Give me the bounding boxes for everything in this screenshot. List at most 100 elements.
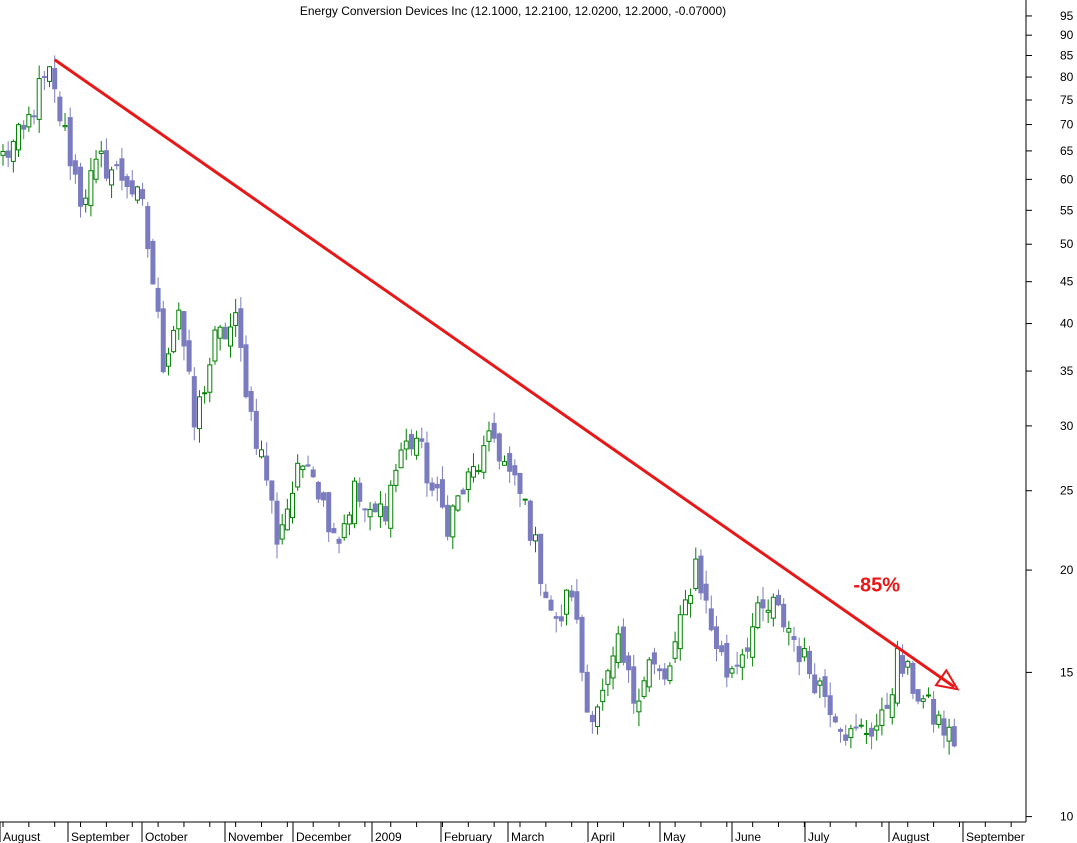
candle-body <box>119 158 125 181</box>
candle-body <box>419 438 425 442</box>
candle <box>703 570 709 614</box>
candle <box>476 464 482 475</box>
candle <box>62 113 68 131</box>
candle-body <box>62 125 68 128</box>
candle <box>579 614 585 682</box>
candle-body <box>786 628 792 633</box>
candle <box>569 584 575 602</box>
candle <box>538 533 544 596</box>
candle-body <box>481 445 487 473</box>
candle-body <box>760 599 766 609</box>
candle <box>832 713 838 724</box>
candle <box>253 398 259 456</box>
candle-body <box>589 714 595 723</box>
candle <box>217 324 223 351</box>
candle-body <box>305 464 311 467</box>
y-tick-label: 20 <box>1060 563 1074 577</box>
candle-body <box>925 694 931 697</box>
candle <box>662 663 668 686</box>
candle <box>941 710 947 748</box>
candle <box>760 587 766 622</box>
y-tick-label: 80 <box>1060 70 1074 84</box>
candle <box>398 442 404 469</box>
candle-body <box>729 668 735 674</box>
candle <box>465 467 471 503</box>
candle <box>646 657 652 692</box>
candle <box>765 599 771 624</box>
candle <box>383 493 389 526</box>
candle-body <box>667 665 673 682</box>
candle-body <box>52 68 58 90</box>
candle <box>377 491 383 528</box>
candle-body <box>713 626 719 650</box>
percent-change-annotation: -85% <box>853 575 900 597</box>
candle <box>248 386 254 421</box>
candle-body <box>0 150 6 156</box>
candle-body <box>67 117 73 167</box>
candle-body <box>657 668 663 672</box>
candle-body <box>264 455 270 481</box>
candle <box>233 299 239 337</box>
candle-body <box>310 469 316 478</box>
y-tick-label: 85 <box>1060 48 1074 62</box>
candle-body <box>776 594 781 606</box>
candle <box>822 669 828 708</box>
x-tick-label: October <box>145 830 188 843</box>
candle <box>196 390 202 443</box>
candle-body <box>160 308 166 373</box>
candle <box>574 579 580 624</box>
candle-body <box>403 440 409 450</box>
x-tick-label: November <box>228 830 283 843</box>
candle-body <box>321 492 327 501</box>
candle <box>672 631 678 664</box>
candle-body <box>869 727 875 737</box>
candle <box>626 651 632 683</box>
candle <box>222 322 228 340</box>
candle-body <box>807 650 813 675</box>
candle <box>843 724 849 746</box>
candle-body <box>688 595 694 604</box>
candle <box>698 549 704 600</box>
candle-body <box>279 524 285 540</box>
y-tick-label: 30 <box>1060 419 1074 433</box>
candle <box>165 347 171 376</box>
candle <box>543 583 549 599</box>
candle-body <box>140 189 146 200</box>
candle <box>589 710 595 734</box>
candle-body <box>822 676 828 697</box>
candle-body <box>455 495 461 511</box>
candle-body <box>227 326 233 347</box>
candle <box>212 325 218 365</box>
candle <box>781 598 787 633</box>
x-tick-label: July <box>808 830 829 843</box>
candle-body <box>372 503 378 513</box>
candle-body <box>434 483 440 489</box>
candle-body <box>905 660 911 668</box>
candle-body <box>238 308 244 348</box>
candle <box>925 687 931 699</box>
candle-body <box>259 449 264 458</box>
candle <box>445 495 451 541</box>
candle-body <box>662 668 668 680</box>
candle-body <box>936 714 942 725</box>
candle <box>57 91 63 127</box>
candle <box>812 663 818 695</box>
candle-body <box>145 206 151 250</box>
candle <box>305 455 311 468</box>
candle-body <box>388 484 394 529</box>
candle-body <box>196 396 202 430</box>
candle-body <box>900 655 906 674</box>
y-tick-label: 50 <box>1060 237 1074 251</box>
candle-body <box>331 528 337 534</box>
candle-body <box>941 718 947 736</box>
candle <box>331 522 337 534</box>
candle <box>724 634 730 688</box>
candle <box>848 724 854 749</box>
candle-body <box>243 344 249 398</box>
candle <box>631 654 637 714</box>
x-axis-ticks: August September October November December 20… <box>0 822 1025 843</box>
candle-body <box>284 508 290 531</box>
x-tick-label: April <box>591 830 615 843</box>
candle-body <box>439 479 445 508</box>
candle <box>207 357 213 403</box>
